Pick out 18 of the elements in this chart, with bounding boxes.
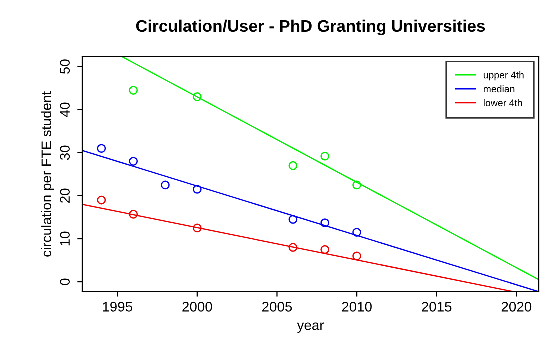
x-tick-label: 1995 [103,302,132,312]
legend-label: median [484,85,515,93]
x-tick-label: 2015 [422,302,452,312]
x-tick-label: 2010 [342,302,372,312]
y-tick-label: 40 [60,102,70,118]
x-tick-label: 2000 [182,302,212,312]
legend-label: upper 4th [484,72,524,81]
x-tick-label: 2005 [262,302,292,312]
x-tick-label: 2020 [502,302,532,312]
y-axis-title: circulation per FTE student [41,92,54,257]
x-axis-title: year [297,322,324,334]
y-tick-label: 0 [60,278,70,286]
y-tick-label: 30 [60,146,70,160]
y-tick-label: 10 [60,232,70,246]
y-tick-label: 50 [60,60,70,74]
chart-title: Circulation/User - PhD Granting Universities [136,20,486,36]
legend-label: lower 4th [484,99,522,107]
y-tick-label: 20 [60,188,70,203]
